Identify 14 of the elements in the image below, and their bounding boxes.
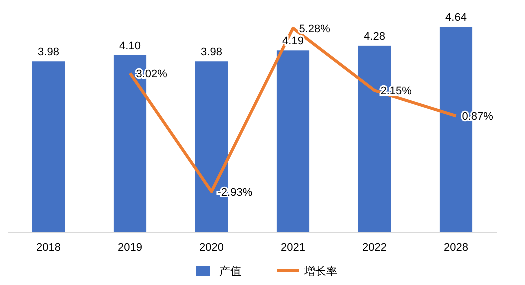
x-tick-label: 2018 xyxy=(36,242,61,254)
data-label: 3.98 xyxy=(201,46,222,59)
x-tick-label: 2021 xyxy=(281,242,306,254)
x-tick-label: 2028 xyxy=(444,242,468,254)
data-label: 5.28% xyxy=(299,23,331,36)
x-tick-label: 2020 xyxy=(200,242,224,254)
legend-label: 产值 xyxy=(220,265,242,278)
data-label: 4.10 xyxy=(120,40,141,52)
legend-label: 增长率 xyxy=(304,265,338,278)
x-tick-label: 2022 xyxy=(362,242,387,254)
data-label: 3.98 xyxy=(38,46,60,59)
x-tick-label: 2019 xyxy=(118,242,142,254)
data-label: 4.28 xyxy=(364,30,386,43)
data-label: 4.64 xyxy=(446,12,467,24)
